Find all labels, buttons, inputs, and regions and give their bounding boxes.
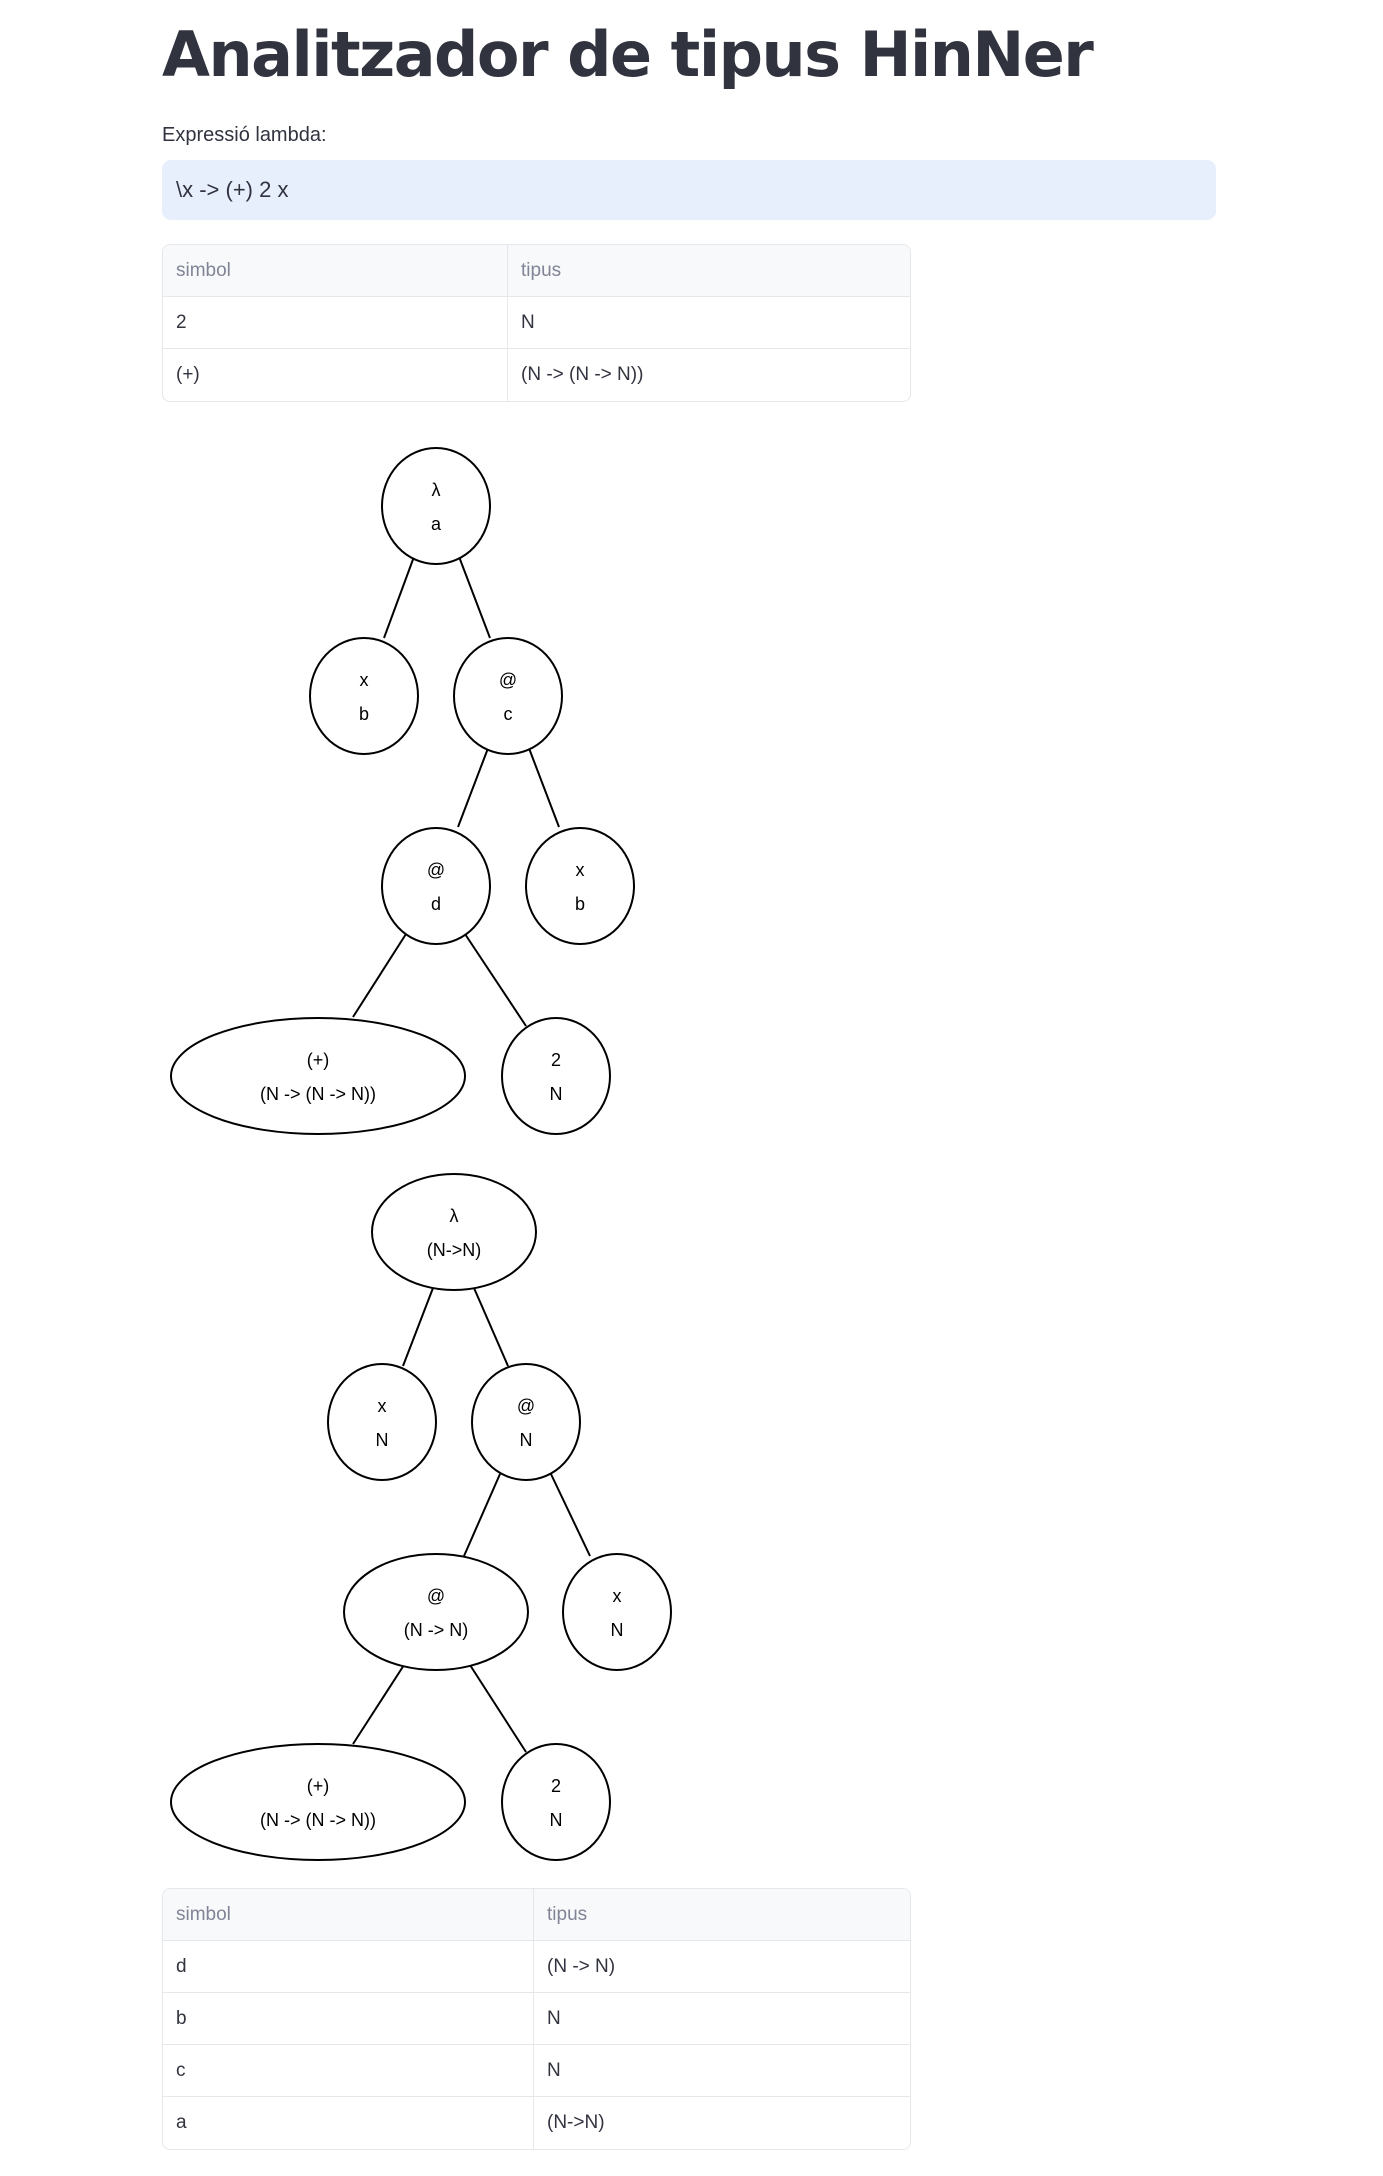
tree-node-argument: x N xyxy=(562,1553,672,1671)
table-row: 2 N xyxy=(163,297,910,349)
tree-node-param: x N xyxy=(327,1363,437,1481)
type-cell: N xyxy=(534,1993,910,2045)
symbol-cell: 2 xyxy=(163,297,508,349)
tree-node-literal: 2 N xyxy=(501,1017,611,1135)
svg-text:λ: λ xyxy=(432,480,441,500)
svg-text:(+): (+) xyxy=(307,1776,330,1796)
tree-node-argument: x b xyxy=(525,827,635,945)
svg-text:c: c xyxy=(504,704,513,724)
type-cell: N xyxy=(534,2045,910,2097)
svg-text:x: x xyxy=(613,1586,622,1606)
tree-node-lambda: λ (N->N) xyxy=(371,1173,537,1291)
svg-text:2: 2 xyxy=(551,1050,561,1070)
table-row: b N xyxy=(163,1993,910,2045)
svg-text:N: N xyxy=(550,1810,563,1830)
svg-text:b: b xyxy=(575,894,585,914)
svg-text:N: N xyxy=(520,1430,533,1450)
svg-text:d: d xyxy=(431,894,441,914)
svg-text:@: @ xyxy=(427,860,445,880)
svg-text:(N->N): (N->N) xyxy=(427,1240,482,1260)
tree-node-literal: 2 N xyxy=(501,1743,611,1861)
substitutions-table: simbol tipus d (N -> N) b N c N a (N->N) xyxy=(162,1888,911,2150)
svg-text:@: @ xyxy=(499,670,517,690)
svg-text:@: @ xyxy=(517,1396,535,1416)
table-row: d (N -> N) xyxy=(163,1941,910,1993)
column-header-tipus: tipus xyxy=(508,245,910,297)
inferred-type-tree: λ (N->N) x N @ N @ (N -> N) x N (+) (N -… xyxy=(170,1173,672,1861)
svg-text:(N -> N): (N -> N) xyxy=(404,1620,469,1640)
svg-text:x: x xyxy=(360,670,369,690)
svg-text:x: x xyxy=(576,860,585,880)
svg-text:x: x xyxy=(378,1396,387,1416)
table-row: (+) (N -> (N -> N)) xyxy=(163,349,910,401)
symbol-cell: (+) xyxy=(163,349,508,401)
tree-node-plus-operator: (+) (N -> (N -> N)) xyxy=(170,1743,466,1861)
tree-node-application: @ N xyxy=(471,1363,581,1481)
initial-type-tree: λ a x b @ c @ d x b (+) (N -> (N -> N)) … xyxy=(170,447,635,1135)
tree-node-lambda: λ a xyxy=(381,447,491,565)
table-header-row: simbol tipus xyxy=(163,1889,910,1941)
tree-node-application: @ (N -> N) xyxy=(343,1553,529,1671)
svg-text:λ: λ xyxy=(450,1206,459,1226)
expression-label: Expressió lambda: xyxy=(162,124,327,146)
expression-input[interactable] xyxy=(162,160,1216,220)
symbol-cell: a xyxy=(163,2097,534,2149)
tree-node-plus-operator: (+) (N -> (N -> N)) xyxy=(170,1017,466,1135)
symbol-cell: b xyxy=(163,1993,534,2045)
svg-text:(+): (+) xyxy=(307,1050,330,1070)
svg-text:2: 2 xyxy=(551,1776,561,1796)
symbols-table: simbol tipus 2 N (+) (N -> (N -> N)) xyxy=(162,244,911,402)
tree-node-application: @ c xyxy=(453,637,563,755)
page-title: Analitzador de tipus HinNer xyxy=(162,18,1094,91)
column-header-simbol: simbol xyxy=(163,1889,534,1941)
type-cell: N xyxy=(508,297,910,349)
tree-node-param: x b xyxy=(309,637,419,755)
tree-node-application: @ d xyxy=(381,827,491,945)
svg-text:@: @ xyxy=(427,1586,445,1606)
table-row: a (N->N) xyxy=(163,2097,910,2149)
svg-text:(N -> (N -> N)): (N -> (N -> N)) xyxy=(260,1810,376,1830)
type-cell: (N -> (N -> N)) xyxy=(521,364,644,385)
svg-text:a: a xyxy=(431,514,442,534)
table-row: c N xyxy=(163,2045,910,2097)
column-header-simbol: simbol xyxy=(163,245,508,297)
type-cell: (N -> N) xyxy=(534,1941,910,1993)
type-cell: (N->N) xyxy=(547,2112,605,2133)
column-header-tipus: tipus xyxy=(534,1889,910,1941)
svg-text:N: N xyxy=(376,1430,389,1450)
svg-text:N: N xyxy=(550,1084,563,1104)
svg-text:b: b xyxy=(359,704,369,724)
symbol-cell: c xyxy=(163,2045,534,2097)
symbol-cell: d xyxy=(163,1941,534,1993)
table-header-row: simbol tipus xyxy=(163,245,910,297)
svg-text:N: N xyxy=(611,1620,624,1640)
svg-text:(N -> (N -> N)): (N -> (N -> N)) xyxy=(260,1084,376,1104)
